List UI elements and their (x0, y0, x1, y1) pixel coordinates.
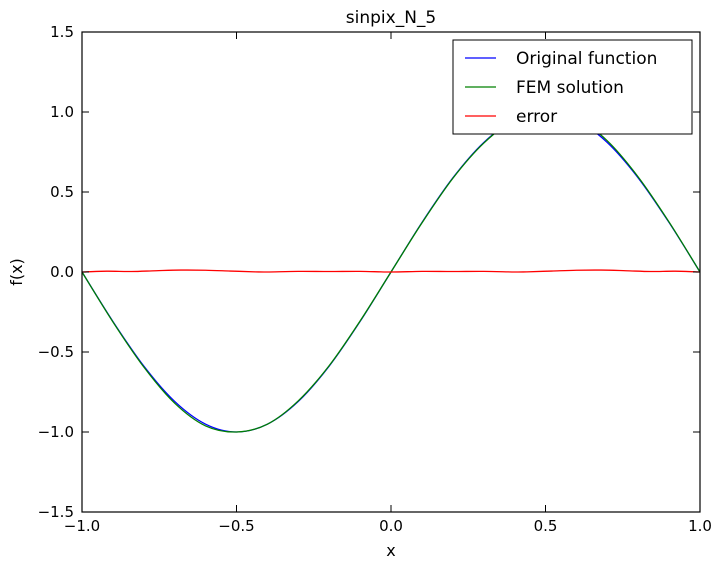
ticks-layer (81, 31, 701, 513)
legend-item-fem-solution: FEM solution (465, 78, 624, 98)
y-tick-label: 0.5 (50, 183, 74, 201)
x-tick-label: −0.5 (218, 517, 254, 535)
legend-item-original-function: Original function (465, 49, 657, 69)
legend-item-error: error (465, 107, 557, 127)
legend: Original function FEM solution error (452, 39, 693, 135)
x-tick-label: −1.0 (64, 517, 100, 535)
y-tick-label: 1.0 (50, 103, 74, 121)
legend-label: error (516, 107, 557, 127)
y-tick-label: 0.0 (50, 263, 74, 281)
x-tick-label: 0.5 (534, 517, 558, 535)
y-tick-label: 1.5 (50, 23, 74, 41)
legend-label: Original function (516, 49, 657, 69)
x-tick-label: 1.0 (688, 517, 712, 535)
y-tick-label: −0.5 (38, 343, 74, 361)
legend-label: FEM solution (516, 78, 624, 98)
x-axis-label: x (386, 541, 395, 560)
y-axis-label: f(x) (7, 258, 26, 286)
tick-labels: −1.0 −0.5 0.0 0.5 1.0−1.5−1.0−0.50.00.51.01.… (38, 23, 712, 535)
series-line-error (82, 269, 700, 273)
chart-title: sinpix_N_5 (346, 8, 436, 28)
y-tick-label: −1.0 (38, 423, 74, 441)
x-tick-label: 0.0 (379, 517, 403, 535)
y-tick-label: −1.5 (38, 503, 74, 521)
